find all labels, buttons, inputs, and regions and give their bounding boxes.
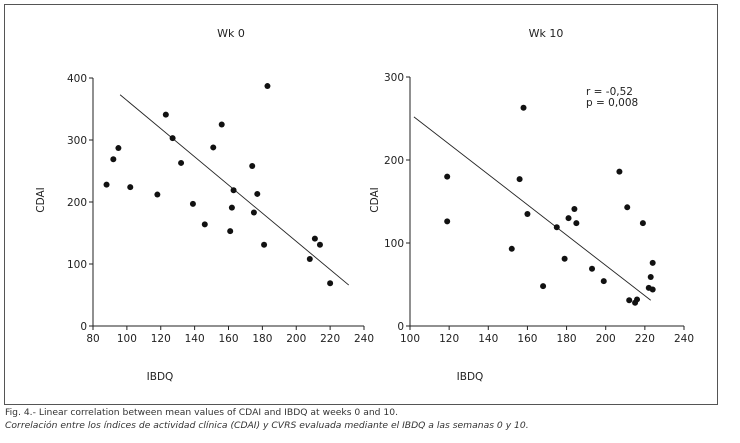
plot-wk0: Wk 0 80 100 120 140 160 180 200 220 240 0 100 200 300… (35, 27, 374, 383)
x-tick-label: 80 (86, 333, 99, 345)
data-point (647, 274, 654, 281)
data-point (553, 224, 560, 231)
data-point (524, 210, 531, 217)
x-tick-label: 100 (400, 333, 420, 345)
data-point (210, 144, 217, 151)
x-tick-label: 180 (252, 333, 272, 345)
data-point (508, 245, 515, 252)
data-point (249, 163, 256, 170)
data-point (639, 220, 646, 227)
x-tick-label: 160 (218, 333, 238, 345)
x-tick-label: 200 (286, 333, 306, 345)
x-tick-label: 120 (151, 333, 171, 345)
data-point (540, 283, 547, 290)
plot-title: Wk 10 (529, 27, 564, 40)
data-point (110, 156, 117, 163)
data-point (154, 191, 161, 198)
data-point (250, 209, 257, 216)
data-point (520, 104, 527, 111)
y-tick-label: 200 (384, 155, 404, 167)
data-point (261, 241, 268, 248)
data-point (127, 184, 134, 191)
y-axis-label: CDAI (369, 187, 381, 213)
data-point (189, 200, 196, 207)
data-point (589, 265, 596, 272)
x-tick-label: 160 (517, 333, 537, 345)
y-tick-label: 300 (67, 135, 87, 147)
caption-spanish: Correlación entre los índices de activid… (5, 420, 529, 431)
data-point (254, 190, 261, 197)
x-tick-label: 220 (635, 333, 655, 345)
data-point (230, 187, 237, 194)
data-point (616, 168, 623, 175)
caption-english: Fig. 4.- Linear correlation between mean… (5, 407, 399, 418)
x-tick-label: 240 (674, 333, 694, 345)
y-tick-label: 200 (67, 197, 87, 209)
x-tick-label: 140 (185, 333, 205, 345)
x-tick-label: 220 (320, 333, 340, 345)
y-tick-label: 0 (397, 321, 404, 333)
data-point (516, 176, 523, 183)
stat-annotation: r = -0,52 (586, 86, 633, 98)
stat-annotation: p = 0,008 (586, 97, 638, 109)
data-point (201, 221, 208, 228)
data-point (571, 205, 578, 212)
data-point (162, 111, 169, 118)
data-point (316, 241, 323, 248)
figure-frame (4, 4, 718, 405)
data-point (169, 135, 176, 142)
data-point (264, 83, 271, 90)
data-point (327, 280, 334, 287)
x-tick-label: 200 (596, 333, 616, 345)
data-point (115, 145, 122, 152)
x-tick-label: 240 (354, 333, 374, 345)
data-point (218, 121, 225, 128)
data-point (311, 235, 318, 242)
data-point (444, 218, 451, 225)
data-point (634, 296, 641, 303)
data-point (624, 204, 631, 211)
x-tick-label: 180 (557, 333, 577, 345)
y-tick-label: 0 (80, 321, 87, 333)
data-point (178, 159, 185, 166)
y-tick-label: 300 (384, 72, 404, 84)
y-tick-label: 100 (384, 238, 404, 250)
figure-plots: Wk 080 100 120 140 160 180 200 220 2400100200300… (35, 27, 694, 383)
data-point (565, 215, 572, 222)
x-tick-label: 100 (117, 333, 137, 345)
y-tick-label: 400 (67, 73, 87, 85)
data-point (573, 220, 580, 227)
x-tick-label: 140 (478, 333, 498, 345)
x-tick-label: 120 (439, 333, 459, 345)
data-point (600, 278, 607, 285)
plot-title: Wk 0 (217, 27, 245, 40)
data-point (561, 255, 568, 262)
data-point (228, 204, 235, 211)
x-axis-label: IBDQ (457, 371, 484, 383)
data-point (626, 297, 633, 304)
data-point (306, 256, 313, 263)
data-point (444, 173, 451, 180)
data-point (649, 259, 656, 266)
data-point (227, 228, 234, 235)
x-axis-label: IBDQ (147, 371, 174, 383)
trend-line (413, 116, 652, 301)
data-point (103, 181, 110, 188)
data-point (649, 286, 656, 293)
y-tick-label: 100 (67, 259, 87, 271)
y-axis-label: CDAI (35, 187, 47, 213)
